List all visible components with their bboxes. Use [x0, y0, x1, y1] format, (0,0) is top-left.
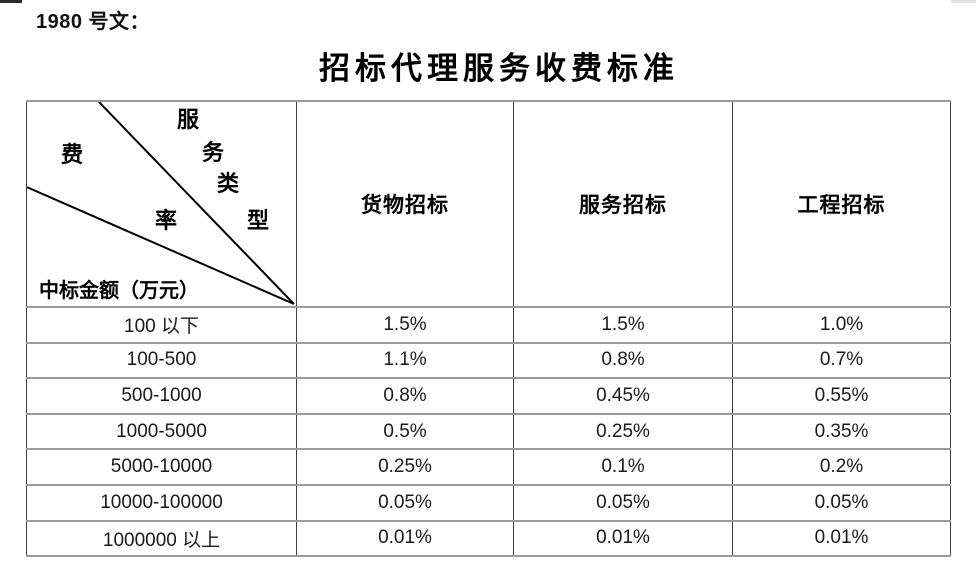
row-label: 10000-100000: [26, 484, 297, 522]
fee-cell-service: 0.05%: [513, 484, 733, 522]
corner-service-type-char-2: 务: [202, 140, 225, 165]
corner-rate-char: 率: [155, 208, 178, 233]
diagonal-line-lower: [27, 186, 295, 305]
table-row: 5000-10000 0.25% 0.1% 0.2%: [26, 449, 951, 486]
fee-cell-goods: 0.05%: [296, 484, 514, 522]
row-label: 1000000 以上: [26, 520, 297, 558]
fee-cell-engineering: 0.35%: [732, 413, 951, 451]
fee-cell-goods: 0.25%: [296, 449, 514, 486]
fee-cell-service: 0.45%: [513, 378, 733, 415]
fee-cell-engineering: 0.05%: [732, 484, 951, 522]
table-row: 1000-5000 0.5% 0.25% 0.35%: [26, 413, 951, 451]
row-label: 500-1000: [26, 378, 297, 415]
table-row: 1000000 以上 0.01% 0.01% 0.01%: [26, 520, 951, 558]
fee-cell-goods: 0.01%: [296, 520, 514, 558]
screen-artifact-top-left: [0, 0, 22, 3]
corner-amount-axis-label: 中标金额（万元）: [39, 280, 199, 302]
column-header-service: 服务招标: [513, 100, 733, 308]
column-header-engineering: 工程招标: [732, 100, 951, 308]
diagonal-line-upper: [98, 102, 295, 305]
table-row: 100 以下 1.5% 1.5% 1.0%: [26, 307, 951, 344]
row-label: 5000-10000: [26, 449, 297, 486]
corner-service-type-char-4: 型: [247, 208, 270, 233]
corner-cell: 费 服 务 类 率 型 中标金额（万元）: [26, 100, 297, 308]
table-row: 10000-100000 0.05% 0.05% 0.05%: [26, 484, 951, 522]
row-label: 1000-5000: [26, 413, 297, 451]
fee-cell-engineering: 0.7%: [732, 342, 951, 380]
page-title: 招标代理服务收费标准: [319, 51, 679, 86]
corner-service-type-char-1: 服: [177, 107, 200, 132]
corner-service-type-char-3: 类: [217, 171, 240, 196]
fee-cell-goods: 1.5%: [296, 307, 514, 344]
fee-cell-goods: 1.1%: [296, 342, 514, 380]
table-row: 100-500 1.1% 0.8% 0.7%: [26, 342, 951, 380]
fee-cell-engineering: 1.0%: [732, 307, 951, 344]
fee-cell-engineering: 0.2%: [732, 449, 951, 486]
table-row: 500-1000 0.8% 0.45% 0.55%: [26, 378, 951, 415]
column-header-goods: 货物招标: [296, 100, 514, 308]
fee-cell-engineering: 0.01%: [732, 520, 951, 558]
fee-cell-goods: 0.5%: [296, 413, 514, 451]
row-label: 100-500: [26, 342, 297, 380]
fee-cell-goods: 0.8%: [296, 378, 514, 415]
corner-fee-char: 费: [61, 142, 84, 167]
fee-cell-service: 0.1%: [513, 449, 733, 486]
fee-cell-service: 0.25%: [513, 413, 733, 451]
row-label: 100 以下: [26, 307, 297, 344]
doc-reference: 1980 号文：: [36, 11, 151, 33]
fee-cell-service: 0.01%: [513, 520, 733, 558]
screen-artifact-top-right: [951, 0, 976, 3]
fee-cell-service: 0.8%: [513, 342, 733, 380]
diagonal-lines-graphic: [27, 102, 295, 305]
fee-cell-engineering: 0.55%: [732, 378, 951, 415]
table-header-row: 费 服 务 类 率 型 中标金额（万元） 货物招标 服务招标 工程招标: [26, 100, 951, 308]
fee-cell-service: 1.5%: [513, 307, 733, 344]
fee-table: 费 服 务 类 率 型 中标金额（万元） 货物招标 服务招标 工程招标 100 …: [26, 100, 951, 558]
